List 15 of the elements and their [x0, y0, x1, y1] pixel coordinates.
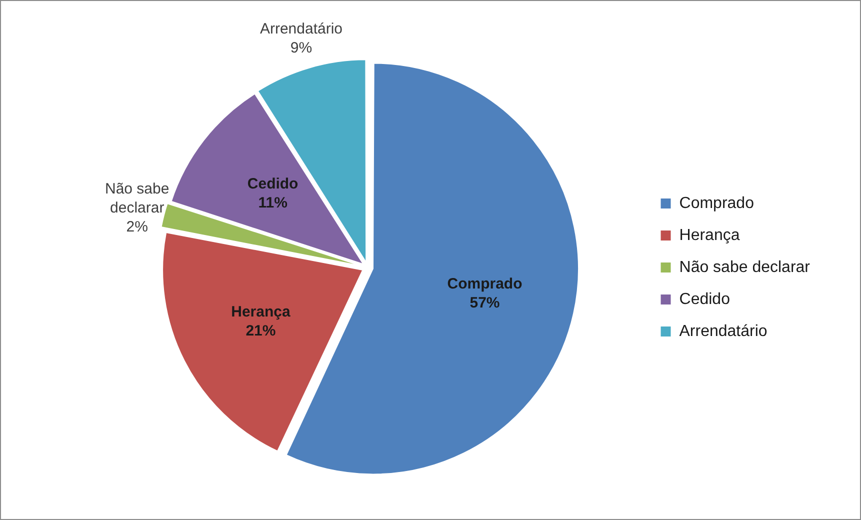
legend-label: Herança [679, 226, 740, 244]
data-label: 57% [470, 294, 500, 312]
legend-label: Não sabe declarar [679, 258, 811, 276]
slice-label: Não sabe declarar [104, 180, 170, 216]
data-label: 21% [246, 322, 276, 340]
legend-label: Comprado [679, 194, 754, 212]
data-label: 11% [258, 194, 288, 212]
slice-label: Comprado [447, 275, 522, 292]
legend-label: Cedido [679, 290, 730, 308]
data-label: 9% [290, 40, 312, 57]
slice-label: Arrendatário [260, 20, 342, 38]
data-label: 2% [126, 218, 148, 236]
slice-label: Herança [231, 304, 291, 321]
slice-label: Cedido [247, 176, 298, 193]
legend-label: Arrendatário [679, 322, 768, 340]
